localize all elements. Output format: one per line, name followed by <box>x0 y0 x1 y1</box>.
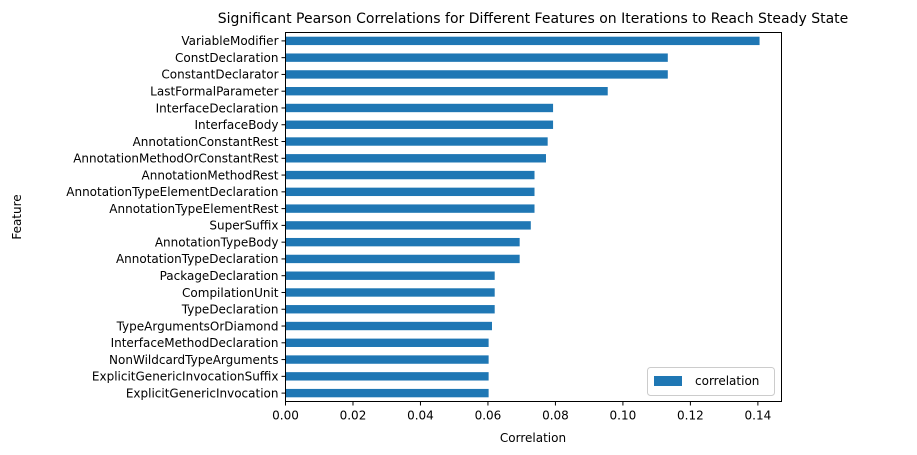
y-tick-label: NonWildcardTypeArguments <box>109 353 278 367</box>
bar-16 <box>285 305 495 314</box>
y-tick-label: VariableModifier <box>181 34 278 48</box>
bar-10 <box>285 204 535 213</box>
x-tick-label: 0.08 <box>542 409 569 423</box>
x-tick-label: 0.04 <box>407 409 434 423</box>
legend-label: correlation <box>695 374 759 388</box>
x-tick-label: 0.12 <box>677 409 704 423</box>
y-tick-label: TypeArgumentsOrDiamond <box>116 319 279 333</box>
y-tick-label: ConstantDeclarator <box>161 68 278 82</box>
bar-15 <box>285 288 495 297</box>
bar-12 <box>285 237 520 247</box>
x-tick-label: 0.00 <box>272 409 299 423</box>
legend-frame <box>647 367 775 396</box>
legend: correlation <box>647 367 775 396</box>
y-tick-label: AnnotationMethodRest <box>142 168 279 182</box>
legend-swatch <box>654 376 682 386</box>
bar-9 <box>285 187 535 197</box>
x-tick-label: 0.02 <box>340 409 367 423</box>
bar-18 <box>285 338 489 347</box>
y-axis-label: Feature <box>10 194 24 239</box>
y-tick-label: AnnotationTypeBody <box>155 235 279 249</box>
y-tick-label: ConstDeclaration <box>175 51 278 65</box>
bar-19 <box>285 355 489 364</box>
bars-group <box>285 36 760 398</box>
bar-11 <box>285 221 531 230</box>
bar-2 <box>285 70 668 79</box>
chart-title: Significant Pearson Correlations for Dif… <box>218 11 849 27</box>
bar-8 <box>285 170 535 180</box>
x-tick-label: 0.14 <box>745 409 772 423</box>
y-tick-label: SuperSuffix <box>209 219 278 233</box>
bar-0 <box>285 36 760 46</box>
y-tick-label: AnnotationTypeDeclaration <box>116 252 279 266</box>
x-axis-label: Correlation <box>500 431 566 445</box>
x-tick-labels: 0.00 0.02 0.04 0.06 0.08 0.10 0.12 0.14 <box>272 401 772 423</box>
y-tick-label: ExplicitGenericInvocation <box>126 386 279 400</box>
y-tick-label: InterfaceBody <box>194 118 278 132</box>
y-tick-label: InterfaceDeclaration <box>156 101 279 115</box>
bar-4 <box>285 103 554 113</box>
y-tick-label: CompilationUnit <box>182 286 279 300</box>
x-tick-label: 0.10 <box>610 409 637 423</box>
x-tick-label: 0.06 <box>475 409 502 423</box>
bar-3 <box>285 87 608 96</box>
bar-6 <box>285 137 548 146</box>
bar-20 <box>285 372 489 381</box>
bar-13 <box>285 254 520 264</box>
y-tick-label: AnnotationMethodOrConstantRest <box>73 152 279 166</box>
y-tick-label: TypeDeclaration <box>181 303 279 317</box>
y-tick-label: LastFormalParameter <box>150 85 278 99</box>
y-tick-label: PackageDeclaration <box>160 269 279 283</box>
y-tick-label: ExplicitGenericInvocationSuffix <box>92 370 279 384</box>
bar-1 <box>285 53 668 62</box>
plot-frame <box>285 32 782 402</box>
y-tick-label: AnnotationTypeElementDeclaration <box>66 185 278 199</box>
y-tick-label: InterfaceMethodDeclaration <box>111 336 279 350</box>
y-tick-label: AnnotationConstantRest <box>133 135 279 149</box>
bar-5 <box>285 120 554 129</box>
bar-21 <box>285 388 489 398</box>
bar-14 <box>285 271 495 280</box>
y-tick-labels: VariableModifier ConstDeclaration Constant… <box>66 34 286 400</box>
bar-17 <box>285 321 492 331</box>
bar-7 <box>285 154 546 163</box>
y-tick-label: AnnotationTypeElementRest <box>109 202 278 216</box>
